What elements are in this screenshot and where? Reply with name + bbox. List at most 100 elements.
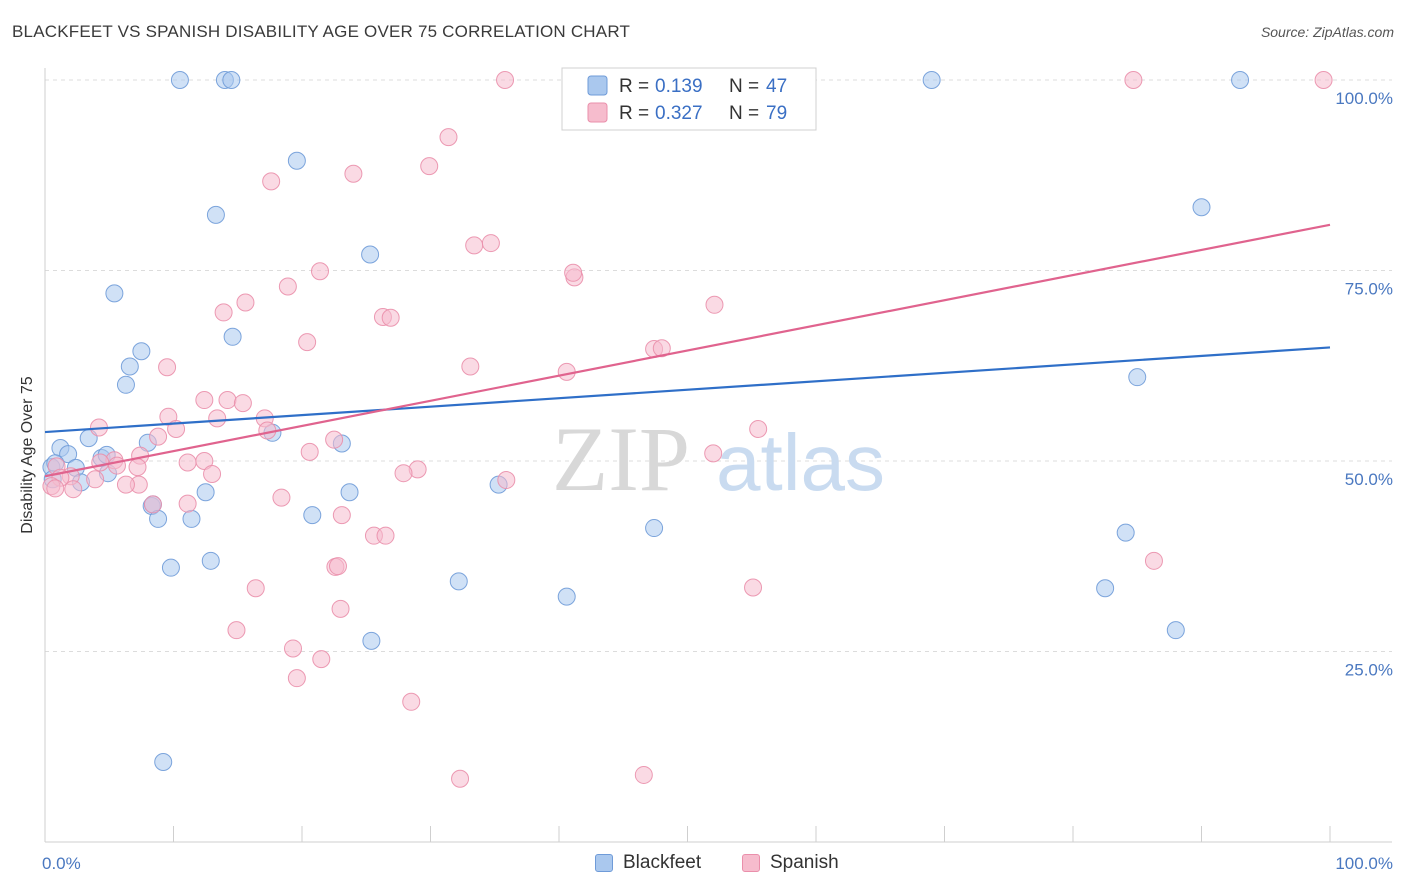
blackfeet-point-40 (201, 551, 220, 570)
watermark-zip: ZIP (552, 408, 690, 510)
watermark-atlas: atlas (716, 418, 885, 507)
blackfeet-n-label: N = (729, 76, 759, 97)
spanish-point-25 (218, 391, 237, 410)
spanish-point-53 (116, 475, 135, 494)
spanish-point-36 (300, 442, 319, 461)
spanish-point-59 (178, 494, 197, 513)
spanish-point-37 (704, 444, 723, 463)
y-tick-label-50: 50.0% (1345, 470, 1393, 489)
blackfeet-point-38 (1116, 523, 1135, 542)
spanish-point-71 (312, 650, 331, 669)
blackfeet-point-29 (196, 483, 215, 502)
spanish-point-22 (461, 357, 480, 376)
blackfeet-point-36 (303, 506, 322, 525)
blackfeet-n-value: 47 (766, 76, 787, 97)
spanish-r-label: R = (619, 103, 649, 124)
spanish-point-42 (91, 453, 110, 472)
spanish-point-38 (178, 453, 197, 472)
blackfeet-legend-swatch (587, 75, 608, 96)
legend-item-spanish[interactable]: Spanish (742, 852, 839, 874)
legend-item-blackfeet[interactable]: Blackfeet (595, 852, 701, 874)
spanish-point-18 (298, 333, 317, 352)
blackfeet-point-8 (361, 245, 380, 264)
blackfeet-point-46 (154, 752, 173, 771)
spanish-point-20 (652, 339, 671, 358)
spanish-point-26 (233, 394, 252, 413)
blackfeet-point-14 (1128, 368, 1147, 387)
x-tick-label-max: 100.0% (1335, 854, 1393, 873)
spanish-point-32 (749, 419, 768, 438)
spanish-legend-swatch (587, 102, 608, 123)
spanish-point-6 (262, 172, 281, 191)
spanish-point-0 (496, 71, 515, 89)
spanish-point-34 (149, 427, 168, 446)
legend-label-blackfeet: Blackfeet (623, 852, 702, 873)
blackfeet-point-2 (222, 71, 241, 89)
spanish-point-44 (107, 456, 126, 475)
spanish-point-24 (195, 391, 214, 410)
chart-source: Source: ZipAtlas.com (1260, 24, 1394, 40)
spanish-trend-line (44, 223, 1331, 478)
spanish-point-17 (381, 308, 400, 327)
spanish-point-9 (310, 262, 329, 281)
spanish-point-21 (158, 358, 177, 377)
spanish-point-1 (1124, 71, 1143, 89)
spanish-n-value: 79 (766, 103, 787, 124)
blackfeet-point-43 (557, 587, 576, 606)
blackfeet-r-value: 0.139 (655, 76, 703, 97)
spanish-point-30 (208, 409, 227, 428)
spanish-point-12 (278, 277, 297, 296)
blackfeet-point-7 (1192, 198, 1211, 217)
blackfeet-point-4 (1231, 71, 1250, 89)
stats-legend: R = 0.139 N = 47 R = 0.327 N = 79 (561, 67, 817, 131)
blackfeet-point-5 (287, 151, 306, 170)
spanish-point-14 (214, 303, 233, 322)
spanish-point-55 (46, 479, 65, 498)
spanish-point-61 (332, 506, 351, 525)
blackfeet-point-6 (206, 205, 225, 224)
watermark: ZIP atlas (552, 408, 885, 510)
spanish-point-60 (143, 495, 162, 514)
blackfeet-point-30 (340, 483, 359, 502)
blackfeet-point-39 (161, 558, 180, 577)
blackfeet-point-41 (449, 572, 468, 591)
blackfeet-trend-line (44, 346, 1331, 434)
y-tick-label-100: 100.0% (1335, 89, 1393, 108)
spanish-point-4 (420, 157, 439, 176)
blackfeet-point-42 (1096, 579, 1115, 598)
blackfeet-point-11 (132, 342, 151, 361)
bottom-legend: Blackfeet Spanish (0, 852, 1406, 878)
spanish-point-74 (451, 769, 470, 788)
blackfeet-point-10 (223, 327, 242, 346)
chart-title: BLACKFEET VS SPANISH DISABILITY AGE OVER… (12, 22, 631, 41)
spanish-point-50 (394, 464, 413, 483)
spanish-point-51 (86, 470, 105, 489)
spanish-point-70 (284, 639, 303, 658)
spanish-n-label: N = (729, 103, 759, 124)
spanish-point-68 (744, 578, 763, 597)
blackfeet-point-13 (116, 375, 135, 394)
spanish-point-43 (128, 458, 147, 477)
spanish-point-7 (465, 236, 484, 255)
spanish-point-15 (705, 295, 724, 314)
spanish-point-23 (557, 362, 576, 381)
blackfeet-swatch (595, 854, 613, 872)
y-tick-label-25: 25.0% (1345, 661, 1393, 680)
blackfeet-point-9 (105, 284, 124, 303)
spanish-point-5 (344, 164, 363, 183)
blackfeet-point-37 (645, 519, 664, 538)
x-tick-label-min: 0.0% (42, 854, 81, 873)
spanish-point-35 (325, 430, 344, 449)
spanish-point-75 (634, 765, 653, 784)
spanish-point-76 (331, 599, 350, 618)
spanish-r-value: 0.327 (655, 103, 703, 124)
blackfeet-point-0 (170, 71, 189, 89)
spanish-point-56 (64, 480, 83, 499)
data-points (42, 71, 1333, 788)
blackfeet-point-3 (922, 71, 941, 89)
trend-lines (44, 223, 1331, 478)
blackfeet-point-45 (362, 631, 381, 650)
spanish-point-72 (287, 669, 306, 688)
axes: 100.0% 75.0% 50.0% 25.0% 0.0% 100.0% (42, 68, 1393, 873)
spanish-point-65 (328, 557, 347, 576)
